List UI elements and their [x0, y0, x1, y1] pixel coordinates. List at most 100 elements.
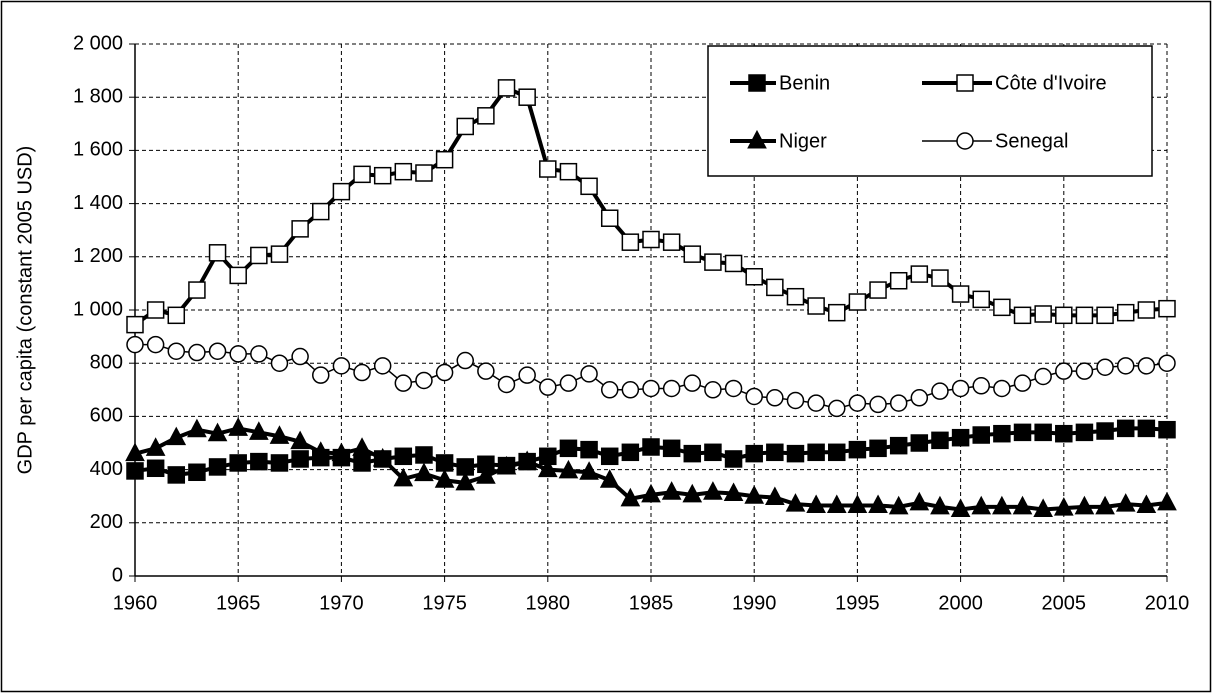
marker [270, 454, 289, 472]
marker [641, 483, 661, 503]
marker [188, 343, 206, 362]
marker [497, 79, 516, 97]
marker [848, 293, 867, 311]
marker [1136, 494, 1157, 514]
marker [1157, 491, 1177, 511]
marker [848, 440, 867, 459]
x-tick-label: 1965 [216, 592, 261, 614]
x-tick-label: 2005 [1042, 592, 1087, 614]
marker [972, 426, 990, 444]
marker [1115, 493, 1136, 512]
legend-marker [956, 74, 974, 92]
marker [146, 301, 165, 319]
marker [414, 462, 434, 482]
marker [847, 494, 868, 514]
y-tick-label: 1 400 [73, 192, 123, 214]
marker [1075, 362, 1094, 380]
marker [683, 374, 702, 392]
marker [971, 495, 992, 515]
marker [786, 444, 805, 463]
marker [559, 374, 578, 392]
marker [373, 357, 392, 375]
marker [951, 379, 970, 398]
marker [291, 347, 309, 366]
marker [167, 342, 186, 360]
marker [1033, 498, 1053, 517]
marker [579, 461, 599, 480]
marker [332, 357, 351, 375]
marker [126, 315, 144, 334]
marker [723, 482, 744, 502]
marker [1075, 306, 1094, 325]
marker [352, 437, 372, 456]
marker [1096, 422, 1114, 440]
marker [1158, 299, 1176, 318]
marker [826, 494, 847, 514]
legend-marker [748, 74, 766, 92]
marker [1013, 374, 1032, 392]
marker [435, 150, 454, 169]
marker [1034, 305, 1052, 323]
marker [889, 436, 908, 455]
marker [951, 285, 970, 303]
marker [661, 481, 682, 500]
marker [682, 483, 703, 503]
marker [188, 281, 206, 299]
marker [848, 394, 867, 412]
marker [580, 365, 598, 383]
marker [724, 379, 743, 398]
marker [745, 444, 763, 463]
marker [745, 387, 763, 406]
marker [580, 177, 598, 196]
marker [1158, 420, 1176, 439]
marker [353, 165, 371, 184]
marker [745, 268, 763, 286]
marker [662, 379, 681, 398]
marker [766, 389, 784, 407]
marker [786, 391, 805, 410]
marker [766, 278, 784, 297]
marker [126, 462, 144, 480]
marker [373, 166, 392, 185]
marker [393, 467, 414, 487]
marker [1034, 423, 1052, 442]
marker [704, 381, 722, 399]
y-tick-label: 1 000 [73, 298, 123, 320]
marker [620, 487, 641, 507]
marker [146, 335, 165, 354]
marker [621, 233, 640, 251]
marker [229, 266, 247, 285]
marker [166, 426, 187, 446]
marker [517, 450, 537, 470]
marker [951, 428, 970, 447]
marker [662, 233, 681, 251]
y-tick-label: 1 200 [73, 245, 123, 267]
marker [765, 486, 785, 506]
marker [310, 441, 331, 460]
marker [145, 437, 166, 456]
marker [518, 366, 536, 384]
marker [993, 379, 1011, 398]
marker [435, 454, 454, 472]
marker [229, 345, 247, 363]
marker [930, 495, 950, 515]
x-tick-label: 1960 [113, 592, 158, 614]
marker [559, 439, 578, 458]
marker [477, 107, 495, 125]
marker [250, 452, 268, 471]
legend-label: Côte d'Ivoire [995, 72, 1107, 94]
marker [869, 281, 887, 299]
marker [187, 418, 207, 438]
marker [353, 363, 371, 382]
marker [270, 245, 289, 263]
marker [889, 394, 908, 412]
marker [744, 485, 765, 504]
marker [642, 438, 660, 456]
x-tick-label: 1995 [835, 592, 880, 614]
marker [353, 454, 371, 472]
marker [600, 209, 619, 227]
marker [229, 454, 247, 472]
marker [332, 182, 351, 201]
marker [208, 244, 227, 262]
marker [910, 434, 929, 452]
